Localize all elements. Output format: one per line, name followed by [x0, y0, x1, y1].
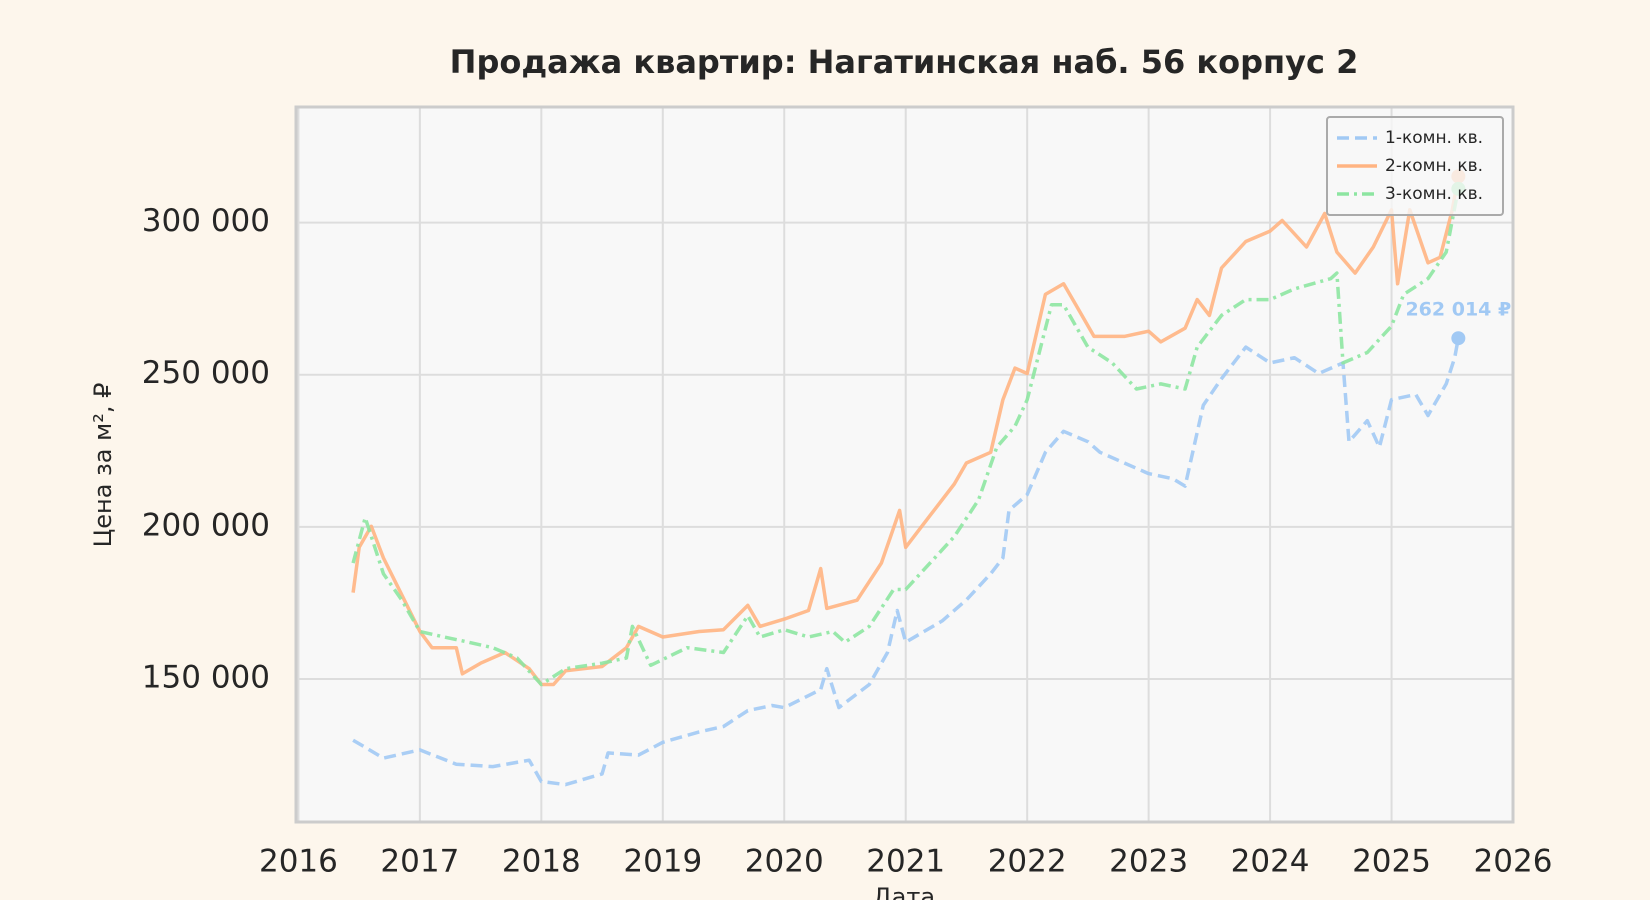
- end-marker: [1451, 331, 1466, 346]
- plot-area: [296, 107, 1513, 822]
- y-axis-label: Цена за м², ₽: [89, 383, 117, 548]
- series-line: [352, 337, 1461, 787]
- legend-box: [1326, 116, 1504, 216]
- legend-label: 2-комн. кв.: [1385, 156, 1483, 176]
- x-axis-label: Дата: [873, 883, 935, 900]
- y-tick-label: 250 000: [142, 355, 270, 391]
- x-tick-label: 2026: [1474, 844, 1553, 880]
- series-line: [351, 188, 1461, 687]
- lines: 262 014 ₽: [351, 169, 1511, 787]
- x-tick-label: 2016: [259, 844, 338, 880]
- x-tick-label: 2019: [623, 844, 702, 880]
- grid: [296, 107, 1514, 822]
- y-tick-label: 150 000: [142, 660, 270, 696]
- end-value-label: 262 014 ₽: [1405, 299, 1511, 321]
- x-tick-label: 2024: [1231, 844, 1310, 880]
- x-tick-label: 2022: [988, 844, 1067, 880]
- y-tick-label: 200 000: [142, 507, 270, 543]
- x-tick-label: 2021: [866, 844, 945, 880]
- series-line: [351, 176, 1461, 687]
- legend-label: 3-комн. кв.: [1385, 184, 1483, 204]
- x-tick-label: 2017: [380, 844, 459, 880]
- legend: 1-комн. кв. 2-комн. кв. 3-комн. кв.: [1326, 116, 1504, 216]
- x-tick-label: 2020: [745, 844, 824, 880]
- x-tick-label: 2023: [1109, 844, 1188, 880]
- y-tick-label: 300 000: [142, 203, 270, 239]
- legend-label: 1-комн. кв.: [1385, 128, 1483, 148]
- x-tick-label: 2025: [1352, 844, 1431, 880]
- chart-title: Продажа квартир: Нагатинская наб. 56 кор…: [450, 43, 1359, 81]
- plot-frame: [294, 105, 1515, 824]
- x-tick-label: 2018: [502, 844, 581, 880]
